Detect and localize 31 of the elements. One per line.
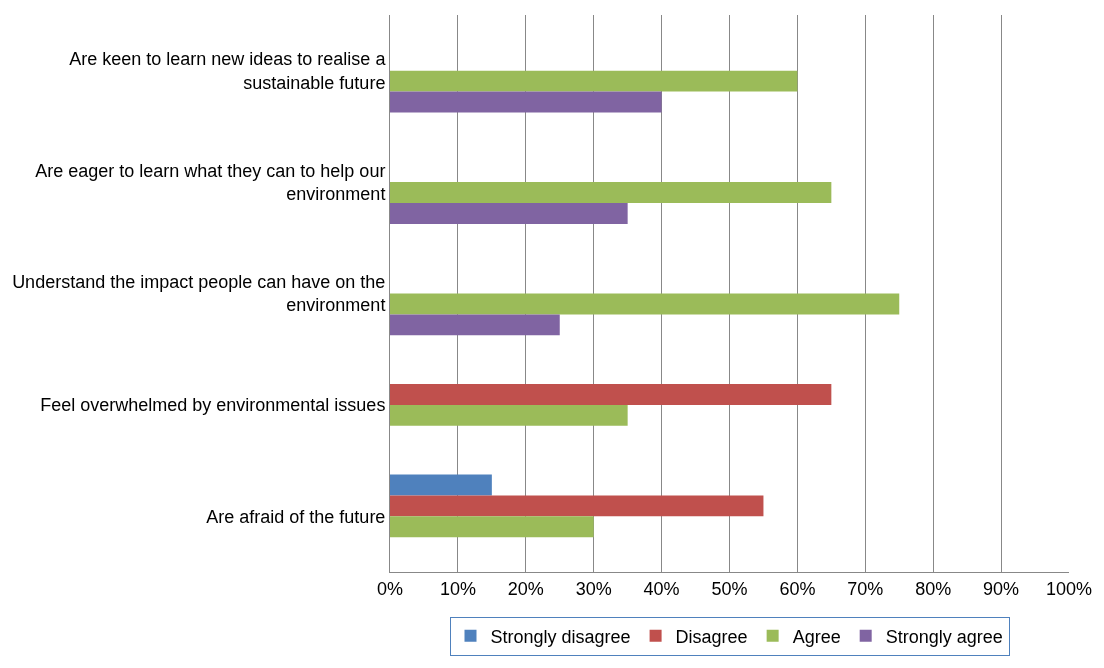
bar <box>390 474 492 496</box>
legend-label: Strongly agree <box>885 626 1003 647</box>
x-tick-label: 10% <box>439 578 476 599</box>
bar <box>390 384 832 405</box>
bar <box>390 404 628 426</box>
x-tick-label: 70% <box>847 578 884 599</box>
y-tick-label: Feel overwhelmed by environmental issues <box>40 395 386 416</box>
legend-label: Disagree <box>675 626 748 647</box>
x-tick-label: 20% <box>507 578 544 599</box>
x-tick-label: 40% <box>643 578 680 599</box>
x-tick-label: 80% <box>915 578 952 599</box>
legend-label: Agree <box>792 626 841 647</box>
y-tick-label: Understand the impact people can have on the environment <box>12 272 386 316</box>
x-tick-label: 50% <box>711 578 748 599</box>
bar <box>390 495 764 517</box>
bar <box>390 314 560 336</box>
y-tick-label: Are keen to learn new ideas to realise a sustainable future <box>69 49 387 93</box>
bar <box>390 202 628 224</box>
bar <box>390 293 900 315</box>
x-tick-label: 60% <box>779 578 816 599</box>
y-tick-label: Are afraid of the future <box>206 506 386 527</box>
bar <box>390 516 594 538</box>
bar <box>390 182 832 203</box>
x-tick-label: 0% <box>376 578 404 599</box>
legend-label: Strongly disagree <box>490 626 631 647</box>
x-tick-label: 90% <box>983 578 1020 599</box>
bar <box>390 70 798 92</box>
x-tick-label: 100% <box>1045 578 1093 599</box>
bar <box>390 91 662 113</box>
y-tick-label: Are eager to learn what they can to help our environment <box>35 160 386 205</box>
x-tick-label: 30% <box>575 578 612 599</box>
